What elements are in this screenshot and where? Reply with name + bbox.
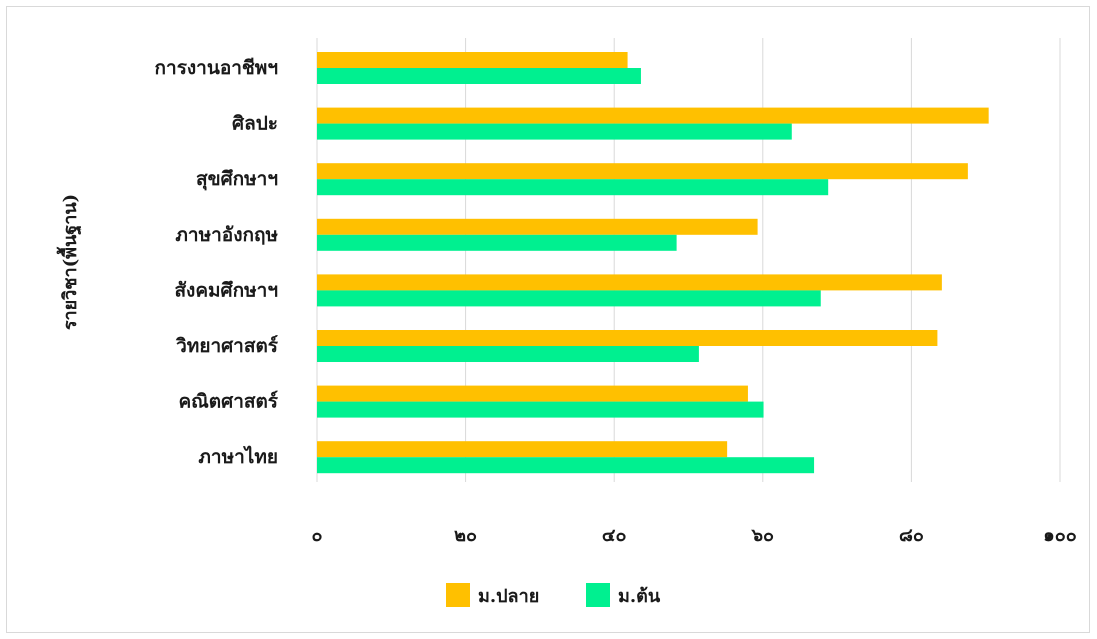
bar-upper-1 xyxy=(317,107,989,124)
bar-lower-1 xyxy=(317,123,792,140)
category-label: ภาษาไทย xyxy=(198,445,278,468)
x-tick-label: ๖๐ xyxy=(751,525,774,546)
category-label: คณิตศาสตร์ xyxy=(178,391,278,413)
bar-upper-3 xyxy=(317,218,758,235)
bar-upper-0 xyxy=(317,52,628,68)
category-label: สังคมศึกษาฯ xyxy=(174,279,278,301)
bar-upper-4 xyxy=(317,274,942,291)
category-label: การงานอาชีพฯ xyxy=(155,57,278,79)
category-label: ภาษาอังกฤษ xyxy=(175,224,278,246)
x-tick-label: ๑๐๐ xyxy=(1043,525,1076,546)
bar-lower-4 xyxy=(317,290,821,307)
bar-lower-7 xyxy=(317,457,815,474)
category-label: วิทยาศาสตร์ xyxy=(176,335,279,357)
x-tick-label: ๘๐ xyxy=(899,525,924,546)
bar-upper-7 xyxy=(317,441,728,458)
category-label: ศิลปะ xyxy=(232,113,278,135)
legend-label-1: ม.ต้น xyxy=(618,586,661,607)
x-tick-label: ๒๐ xyxy=(454,525,477,546)
bar-lower-2 xyxy=(317,179,829,196)
category-label: สุขศึกษาฯ xyxy=(196,168,278,191)
bar-upper-2 xyxy=(317,163,968,180)
legend-swatch-1 xyxy=(586,583,610,607)
x-tick-label: ๐ xyxy=(312,525,323,546)
bar-lower-0 xyxy=(317,68,641,84)
x-tick-label: ๔๐ xyxy=(602,525,627,546)
bar-lower-6 xyxy=(317,401,764,418)
legend-swatch-0 xyxy=(446,583,470,607)
bar-lower-3 xyxy=(317,234,677,251)
bar-lower-5 xyxy=(317,346,699,362)
bar-upper-5 xyxy=(317,330,938,346)
legend-label-0: ม.ปลาย xyxy=(478,586,539,607)
y-axis-label: รายวิชา(พื้นฐาน) xyxy=(56,194,82,330)
bar-upper-6 xyxy=(317,385,748,402)
